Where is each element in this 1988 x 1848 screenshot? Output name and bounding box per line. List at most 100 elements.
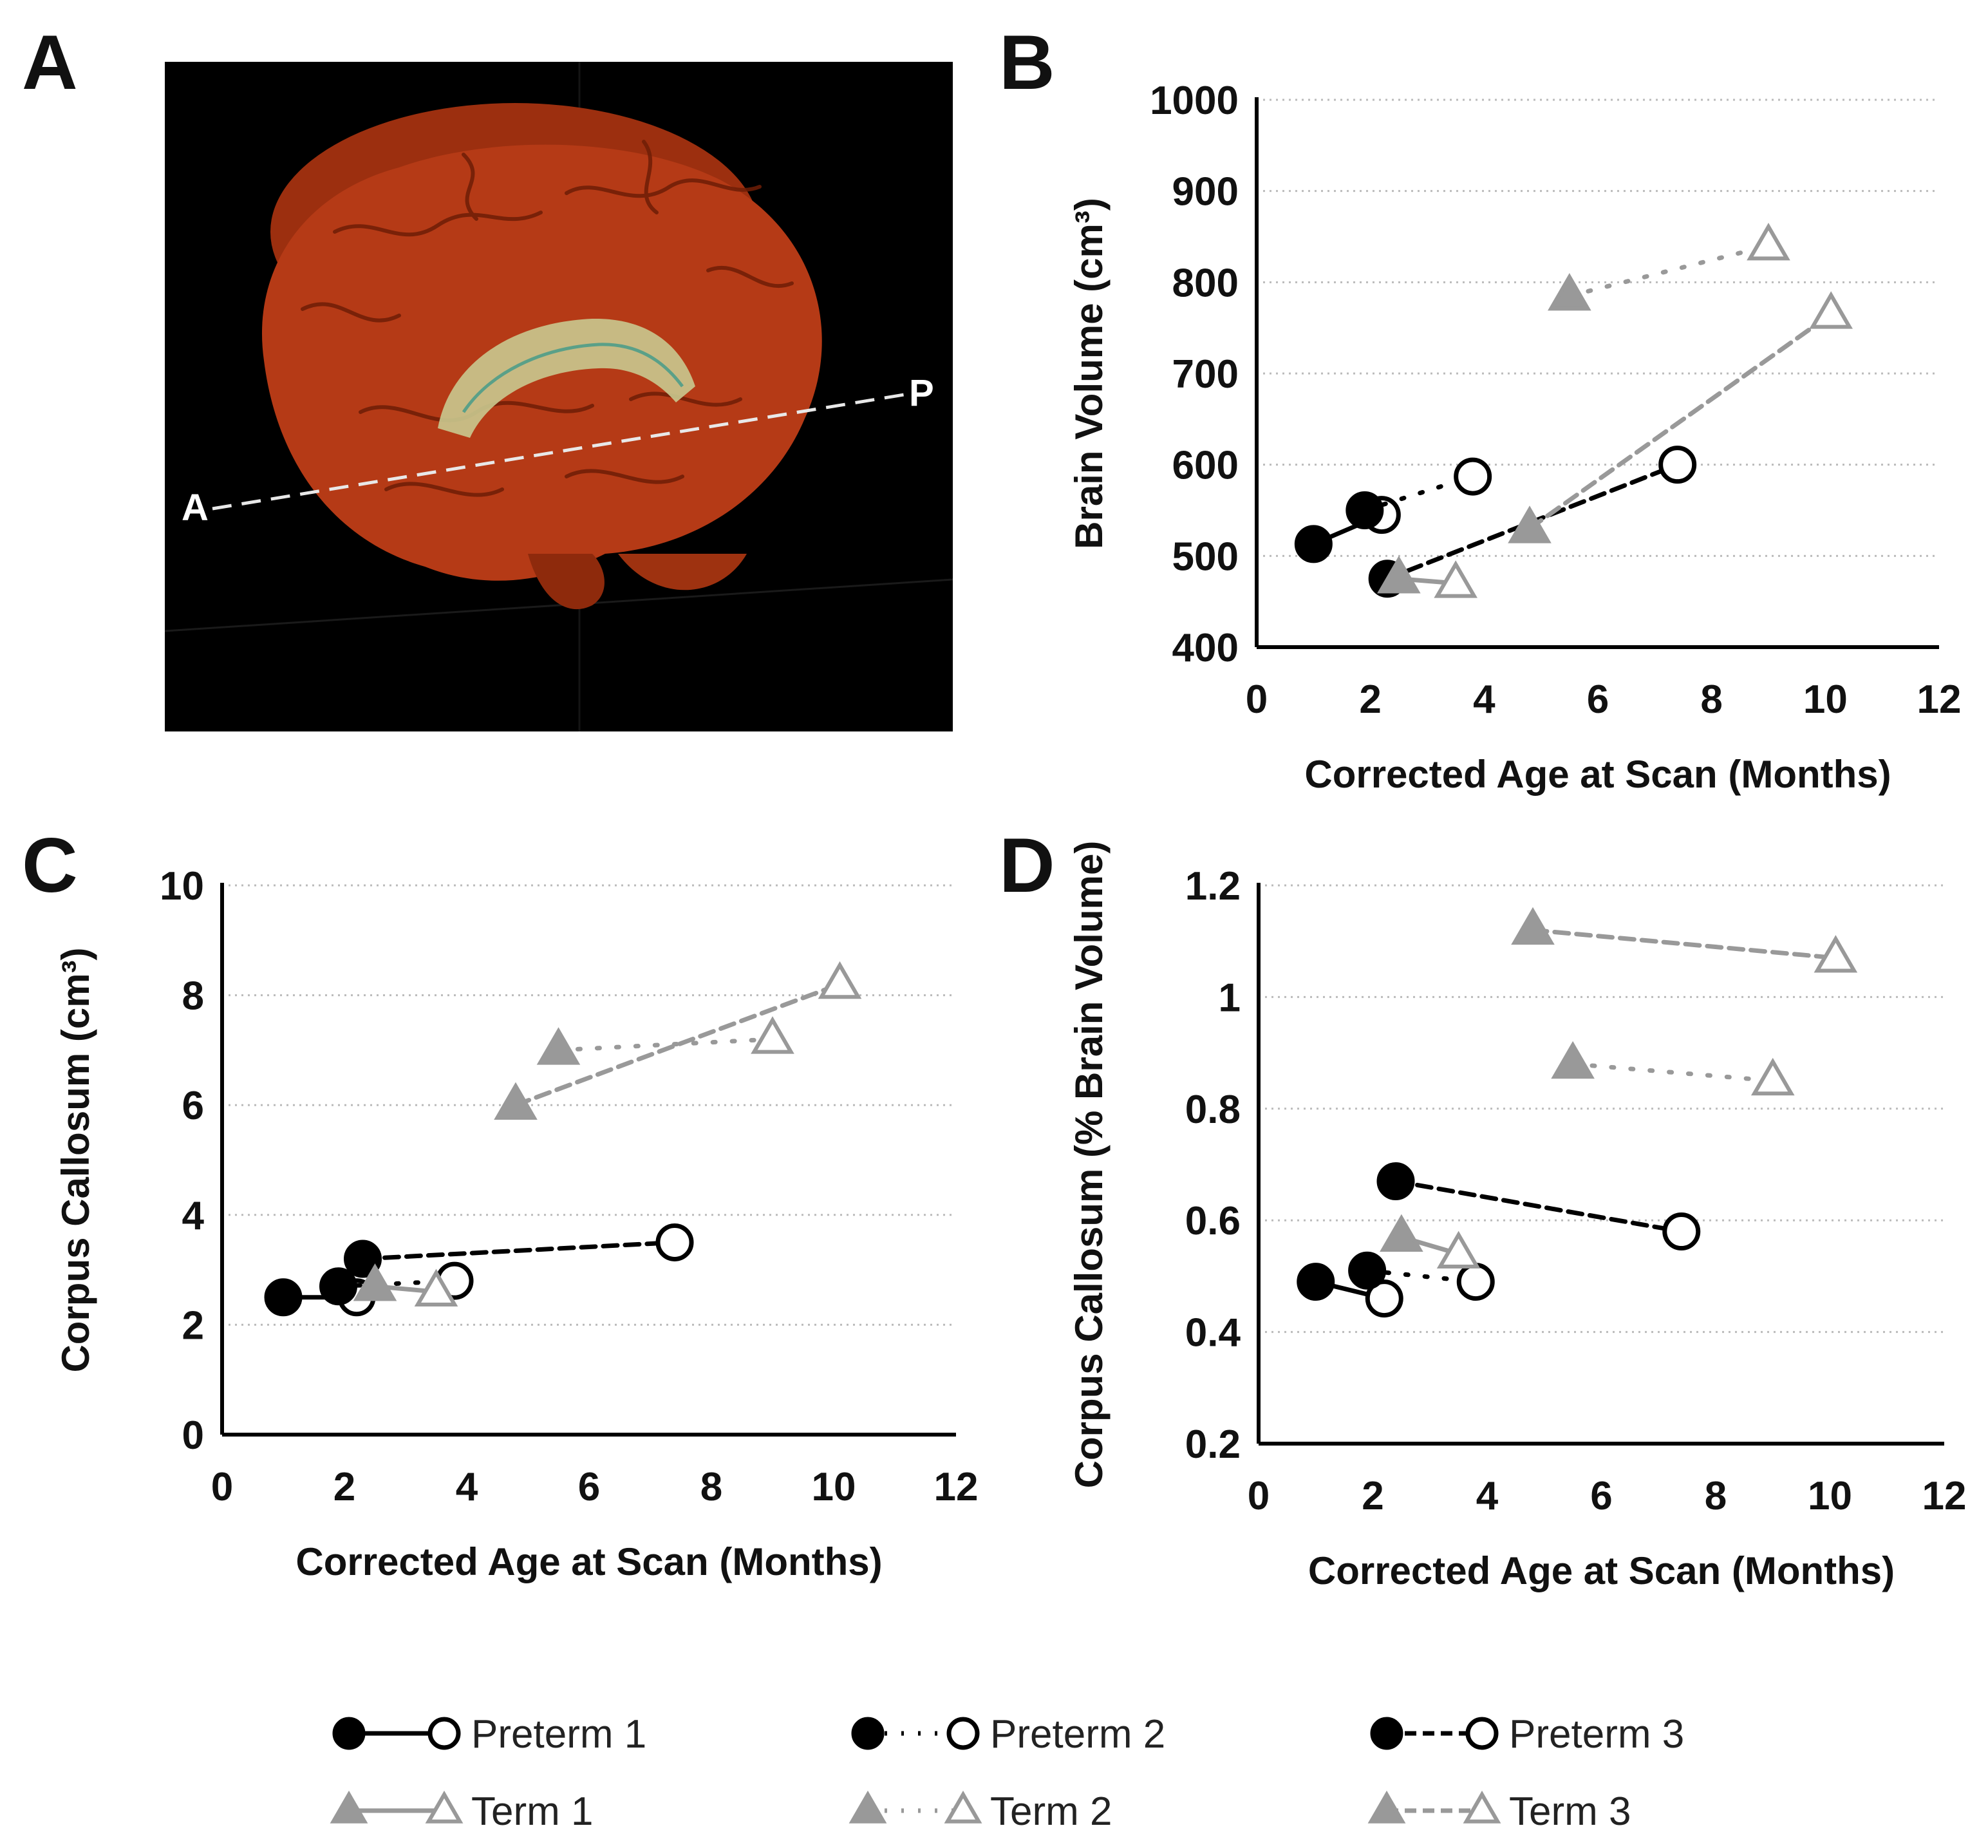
data-point-second-scan bbox=[1809, 291, 1853, 329]
x-tick-label: 10 bbox=[812, 1465, 856, 1509]
series-preterm3 bbox=[1376, 1162, 1701, 1251]
legend-item-term1: Term 1 bbox=[330, 1789, 593, 1834]
data-point-first-scan bbox=[1551, 1041, 1595, 1079]
panel-label-b: B bbox=[999, 19, 1055, 106]
x-tick-label: 10 bbox=[1803, 677, 1848, 722]
x-tick-label: 6 bbox=[1590, 1474, 1612, 1518]
x-tick-label: 0 bbox=[211, 1465, 233, 1509]
legend-marker-filled bbox=[849, 1790, 887, 1824]
data-point-first-scan bbox=[1348, 1251, 1387, 1290]
legend-marker-filled bbox=[851, 1717, 885, 1750]
legend-label: Term 1 bbox=[471, 1789, 593, 1834]
data-point-first-scan bbox=[1376, 1162, 1415, 1201]
posterior-label: P bbox=[909, 372, 934, 414]
x-tick-label: 8 bbox=[1705, 1474, 1727, 1518]
series-line bbox=[1530, 927, 1838, 961]
y-tick-label: 900 bbox=[1172, 170, 1239, 214]
y-tick-label: 600 bbox=[1172, 444, 1239, 488]
legend-item-term2: Term 2 bbox=[849, 1789, 1112, 1834]
x-tick-label: 4 bbox=[1476, 1474, 1499, 1518]
y-tick-label: 2 bbox=[182, 1303, 204, 1348]
y-tick-label: 500 bbox=[1172, 534, 1239, 579]
x-tick-label: 4 bbox=[456, 1465, 478, 1509]
series-term2 bbox=[1548, 223, 1790, 311]
series-line bbox=[1570, 1061, 1776, 1083]
data-point-first-scan bbox=[319, 1267, 357, 1306]
legend-label: Term 2 bbox=[990, 1789, 1112, 1834]
data-point-second-scan bbox=[751, 1016, 794, 1054]
data-point-second-scan bbox=[1662, 1212, 1701, 1251]
data-point-first-scan bbox=[1346, 491, 1384, 529]
x-axis-title: Corrected Age at Scan (Months) bbox=[295, 1540, 882, 1583]
legend-marker-open bbox=[946, 1717, 980, 1750]
y-tick-label: 6 bbox=[182, 1084, 204, 1128]
data-point-second-scan bbox=[1436, 1230, 1481, 1268]
x-tick-label: 2 bbox=[1362, 1474, 1383, 1518]
y-tick-label: 700 bbox=[1172, 352, 1239, 397]
legend-marker-filled bbox=[330, 1790, 368, 1824]
series-line bbox=[1567, 243, 1771, 299]
render-grid-line bbox=[164, 578, 953, 632]
panel-label-c: C bbox=[22, 822, 78, 909]
chart-brain-volume: 400 500 600 700 800 900 1000 0 2 4 6 8 10 12 Corrected… bbox=[1067, 79, 1961, 796]
data-point-second-scan bbox=[1456, 1263, 1495, 1301]
data-point-second-scan bbox=[1365, 1279, 1403, 1318]
data-point-second-scan bbox=[1434, 560, 1477, 598]
x-axis-title: Corrected Age at Scan (Months) bbox=[1304, 753, 1891, 796]
legend-marker-open bbox=[1463, 1790, 1501, 1824]
series-term1 bbox=[1377, 556, 1477, 598]
y-tick-label: 1000 bbox=[1150, 79, 1239, 123]
panel-label-d: D bbox=[999, 822, 1055, 909]
y-axis-title: Corpus Callosum (cm³) bbox=[54, 947, 97, 1372]
y-tick-label: 0 bbox=[182, 1413, 204, 1458]
panel-label-a: A bbox=[22, 19, 78, 106]
legend-marker-open bbox=[427, 1717, 461, 1750]
series-line bbox=[1393, 1179, 1684, 1234]
y-tick-label: 0.2 bbox=[1185, 1422, 1241, 1467]
data-point-first-scan bbox=[494, 1082, 538, 1120]
series-term1 bbox=[353, 1263, 458, 1306]
y-axis-title: Brain Volume (cm³) bbox=[1067, 198, 1111, 549]
series-term3 bbox=[1511, 907, 1858, 973]
y-tick-label: 0.6 bbox=[1185, 1199, 1241, 1243]
series-preterm3 bbox=[344, 1223, 694, 1278]
y-axis-title: Corpus Callosum (% Brain Volume) bbox=[1067, 841, 1111, 1489]
y-tick-label: 4 bbox=[182, 1194, 205, 1238]
series-line bbox=[1527, 312, 1833, 531]
anterior-label: A bbox=[182, 487, 209, 529]
legend-marker-filled bbox=[1367, 1790, 1406, 1824]
data-point-first-scan bbox=[264, 1278, 303, 1317]
series-term3 bbox=[494, 961, 862, 1120]
legend-item-preterm3: Preterm 3 bbox=[1370, 1712, 1684, 1757]
series-term3 bbox=[1508, 291, 1853, 543]
legend: Preterm 1 Preterm 2 Preterm 3 Term 1 Term 2 T… bbox=[330, 1712, 1684, 1834]
data-point-first-scan bbox=[536, 1027, 581, 1065]
series-term2 bbox=[536, 1016, 794, 1065]
series-preterm1 bbox=[1297, 1263, 1403, 1318]
series-term1 bbox=[1380, 1214, 1481, 1268]
y-tick-label: 0.4 bbox=[1185, 1311, 1241, 1355]
legend-marker-filled bbox=[1370, 1717, 1403, 1750]
legend-label: Preterm 1 bbox=[471, 1712, 646, 1757]
x-tick-label: 10 bbox=[1808, 1474, 1852, 1518]
data-point-second-scan bbox=[1750, 1057, 1795, 1096]
data-point-first-scan bbox=[1294, 525, 1333, 563]
y-tick-label: 800 bbox=[1172, 261, 1239, 305]
y-tick-label: 10 bbox=[160, 864, 204, 909]
data-point-first-scan bbox=[353, 1263, 397, 1301]
data-point-second-scan bbox=[1658, 446, 1697, 484]
data-point-first-scan bbox=[1508, 505, 1552, 543]
x-tick-label: 12 bbox=[1922, 1474, 1967, 1518]
data-point-second-scan bbox=[414, 1268, 458, 1306]
series-preterm2 bbox=[1348, 1251, 1495, 1301]
x-tick-label: 4 bbox=[1473, 677, 1496, 722]
data-point-first-scan bbox=[1548, 272, 1591, 311]
y-tick-label: 400 bbox=[1172, 626, 1239, 670]
brain-render-panel: A P bbox=[164, 62, 953, 731]
gyri-texture bbox=[301, 140, 794, 497]
series-preterm2 bbox=[319, 1261, 474, 1306]
brainstem bbox=[528, 554, 605, 610]
data-point-first-scan bbox=[1297, 1263, 1335, 1301]
data-point-second-scan bbox=[1454, 457, 1492, 496]
legend-marker-open bbox=[1465, 1717, 1499, 1750]
